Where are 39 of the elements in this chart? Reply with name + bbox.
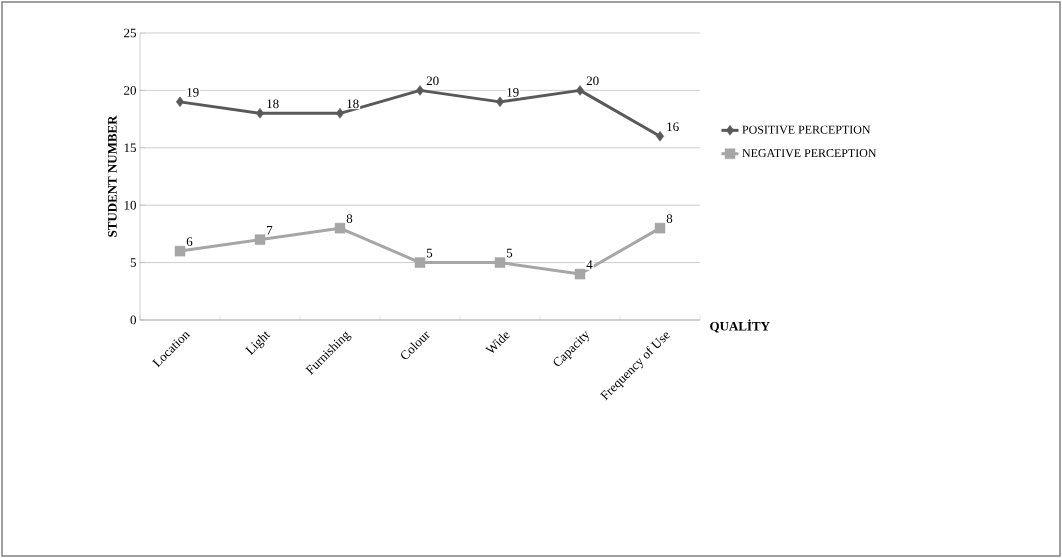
- data-label: 19: [187, 87, 199, 97]
- x-tick-label: Wide: [485, 332, 510, 353]
- point: [176, 96, 185, 108]
- legend-label: POSITIVE PERCEPTION: [742, 125, 871, 134]
- data-label: 18: [347, 99, 359, 109]
- point: [414, 257, 426, 268]
- data-label: 20: [426, 76, 439, 86]
- y-tick-label: 10: [124, 200, 136, 210]
- point: [256, 108, 265, 119]
- point: [576, 85, 585, 96]
- point: [654, 222, 666, 234]
- data-label: 6: [186, 237, 193, 246]
- y-axis-title: STUDENT NUMBER: [107, 115, 117, 237]
- point: [494, 257, 506, 268]
- x-axis-title: QUALİTY: [710, 319, 770, 333]
- point: [416, 85, 425, 96]
- data-label: 5: [426, 248, 433, 258]
- y-tick-label: 20: [124, 86, 136, 95]
- point: [574, 268, 586, 280]
- point: [174, 245, 186, 257]
- y-tick-label: 5: [130, 258, 136, 267]
- point: [656, 131, 665, 142]
- point: [254, 234, 266, 245]
- data-label: 4: [586, 260, 593, 269]
- y-tick-label: 0: [130, 315, 136, 325]
- y-tick-label: 15: [124, 143, 136, 153]
- data-label: 5: [506, 248, 513, 258]
- data-label: 20: [586, 76, 599, 86]
- legend-label: NEGATIVE PERCEPTION: [742, 149, 877, 158]
- data-label: 7: [267, 225, 273, 235]
- data-label: 19: [507, 87, 519, 97]
- data-label: 8: [346, 214, 353, 223]
- point: [496, 96, 505, 108]
- point: [336, 108, 345, 119]
- data-label: 8: [666, 214, 673, 223]
- data-label: 18: [267, 99, 279, 109]
- point: [334, 222, 346, 234]
- data-label: 16: [667, 122, 679, 132]
- y-tick-label: 25: [124, 28, 136, 38]
